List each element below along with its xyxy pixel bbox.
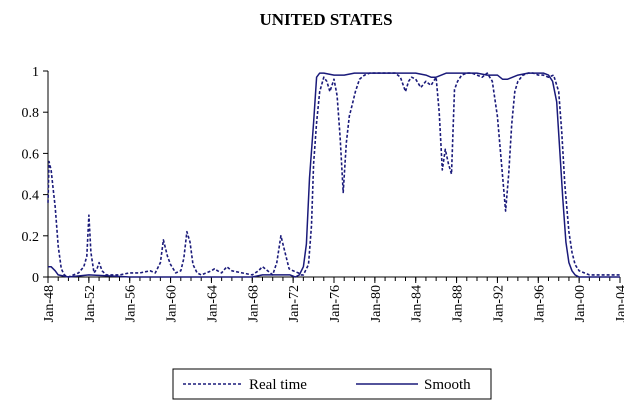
x-tick-label: Jan-92 <box>491 285 506 322</box>
chart-title: UNITED STATES <box>259 10 392 29</box>
series-layer <box>47 72 620 278</box>
legend-label-smooth: Smooth <box>424 377 471 393</box>
y-tick-label: 1 <box>32 65 39 80</box>
x-tick-label: Jan-56 <box>124 285 139 322</box>
x-tick-label: Jan-04 <box>614 285 624 322</box>
x-tick-label: Jan-68 <box>246 285 261 322</box>
series-line-smooth <box>48 72 620 278</box>
y-tick-label: 0.4 <box>22 189 40 204</box>
x-tick-label: Jan-76 <box>328 285 343 322</box>
x-tick-label: Jan-88 <box>451 285 466 322</box>
y-axis: 0 0.2 0.4 0.6 0.8 1 <box>22 65 49 286</box>
y-tick-label: 0.2 <box>22 230 40 245</box>
x-tick-label: Jan-64 <box>205 285 220 322</box>
x-tick-label: Jan-48 <box>42 285 57 322</box>
x-tick-label: Jan-52 <box>83 285 98 322</box>
x-axis: Jan-48 Jan-52 Jan-56 Jan-60 Jan-64 Jan-68 Jan-… <box>42 276 624 322</box>
y-tick-label: 0 <box>32 271 39 286</box>
x-tick-label: Jan-60 <box>165 285 180 322</box>
legend-box <box>172 368 492 400</box>
x-tick-label: Jan-00 <box>573 285 588 322</box>
series-line-real-time <box>47 72 620 278</box>
y-tick-label: 0.8 <box>22 106 40 121</box>
legend-label-real-time: Real time <box>249 377 307 393</box>
x-tick-label: Jan-72 <box>287 285 302 322</box>
x-tick-label: Jan-96 <box>532 285 547 322</box>
legend: Real time Smooth <box>172 368 492 400</box>
x-tick-label: Jan-84 <box>410 285 425 322</box>
y-tick-label: 0.6 <box>22 147 40 162</box>
x-tick-label: Jan-80 <box>369 285 384 322</box>
